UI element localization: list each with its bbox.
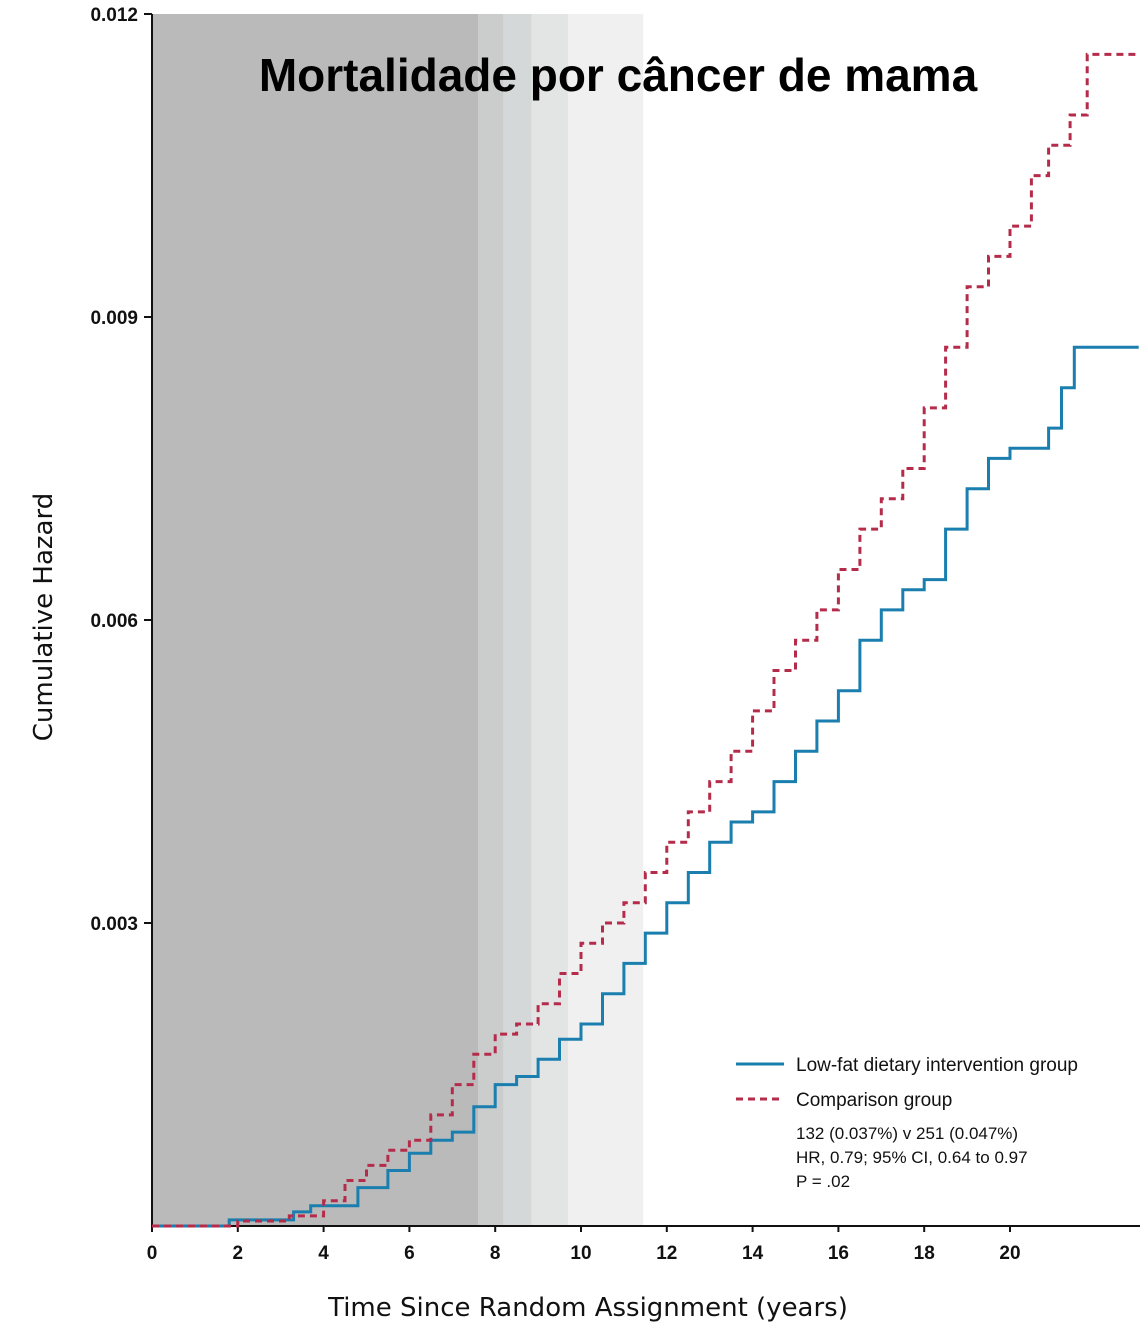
x-tick-label: 0 (147, 1243, 158, 1264)
y-ticks: 0.003 0.006 0.009 0.012 (90, 5, 152, 935)
shaded-region-1 (478, 14, 504, 1226)
legend-label-low-fat: Low-fat dietary intervention group (796, 1055, 1078, 1076)
y-tick-label: 0.006 (90, 611, 138, 632)
x-tick-label: 14 (742, 1243, 764, 1264)
x-tick-label: 10 (570, 1243, 591, 1264)
annotation-hazard-ratio: HR, 0.79; 95% CI, 0.64 to 0.97 (796, 1148, 1028, 1167)
legend-label-comparison: Comparison group (796, 1090, 952, 1111)
x-tick-label: 20 (999, 1243, 1020, 1264)
x-tick-label: 2 (233, 1243, 244, 1264)
x-tick-label: 8 (490, 1243, 501, 1264)
y-tick-label: 0.009 (90, 308, 138, 329)
series-lines (152, 52, 1139, 1228)
annotation-p-value: P = .02 (796, 1172, 850, 1191)
y-axis-label: Cumulative Hazard (29, 493, 59, 741)
shaded-region-3 (531, 14, 569, 1226)
x-tick-label: 12 (656, 1243, 677, 1264)
x-axis-label: Time Since Random Assignment (years) (327, 1293, 848, 1322)
annotation-counts: 132 (0.037%) v 251 (0.047%) (796, 1124, 1018, 1143)
shaded-region-4 (568, 14, 644, 1226)
shaded-region-2 (503, 14, 532, 1226)
x-tick-label: 16 (828, 1243, 849, 1264)
series-line-1 (152, 52, 1139, 1228)
x-tick-label: 4 (318, 1243, 329, 1264)
x-tick-label: 6 (404, 1243, 415, 1264)
shaded-region-0 (152, 14, 479, 1226)
shaded-regions (152, 14, 644, 1226)
x-tick-label: 18 (914, 1243, 935, 1264)
x-ticks: 0 2 4 6 8 10 12 14 16 18 20 (147, 1226, 1021, 1264)
chart-title: Mortalidade por câncer de mama (259, 49, 978, 101)
legend: Low-fat dietary intervention group Compa… (736, 1055, 1078, 1191)
y-tick-label: 0.003 (90, 914, 138, 935)
y-tick-label: 0.012 (90, 5, 138, 26)
series-line-0 (152, 345, 1139, 1228)
